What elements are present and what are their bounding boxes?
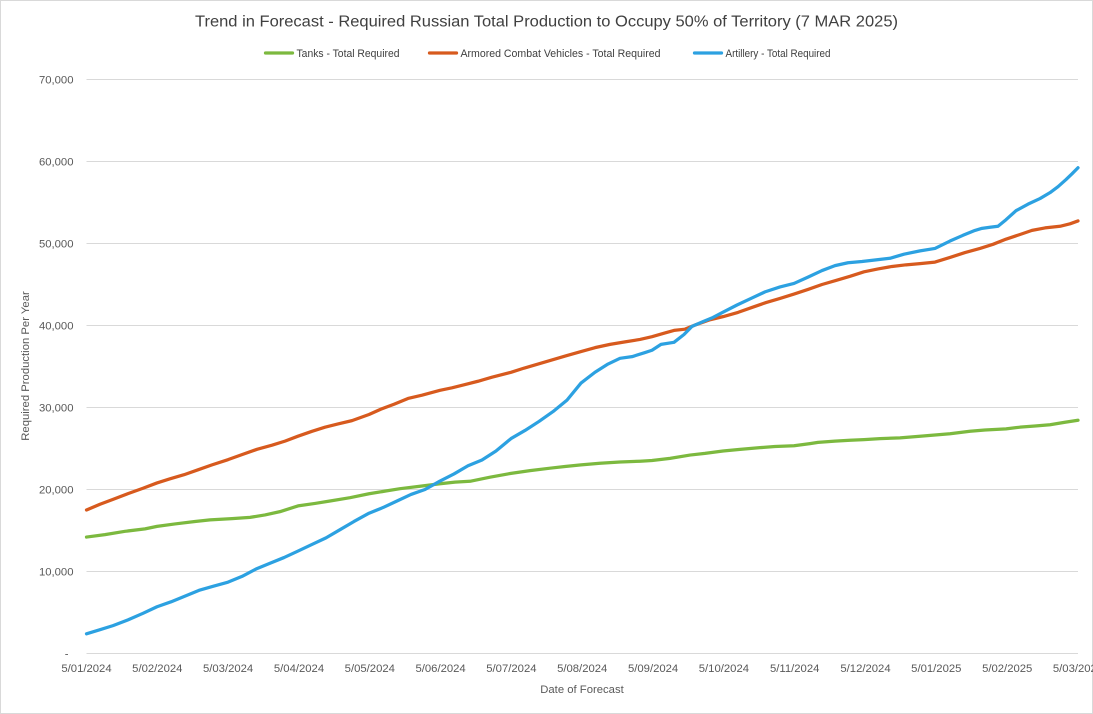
svg-text:5/01/2024: 5/01/2024	[61, 663, 111, 675]
svg-text:5/04/2024: 5/04/2024	[274, 663, 324, 675]
svg-text:Artillery - Total Required: Artillery - Total Required	[726, 48, 831, 60]
svg-text:20,000: 20,000	[39, 484, 74, 496]
svg-text:5/12/2024: 5/12/2024	[840, 663, 890, 675]
svg-text:5/03/2024: 5/03/2024	[203, 663, 253, 675]
svg-text:5/10/2024: 5/10/2024	[699, 663, 749, 675]
svg-text:-: -	[65, 648, 69, 660]
svg-text:Armored Combat Vehicles - Tota: Armored Combat Vehicles - Total Required	[461, 48, 661, 60]
svg-text:70,000: 70,000	[39, 74, 74, 86]
svg-text:50,000: 50,000	[39, 238, 74, 250]
svg-text:10,000: 10,000	[39, 566, 74, 578]
svg-text:40,000: 40,000	[39, 320, 74, 332]
svg-text:5/06/2024: 5/06/2024	[415, 663, 465, 675]
svg-text:60,000: 60,000	[39, 156, 74, 168]
svg-text:Tanks - Total Required: Tanks - Total Required	[297, 48, 400, 60]
svg-text:5/08/2024: 5/08/2024	[557, 663, 607, 675]
svg-text:Required Production Per Year: Required Production Per Year	[20, 291, 32, 441]
svg-text:5/02/2025: 5/02/2025	[982, 663, 1032, 675]
svg-text:5/11/2024: 5/11/2024	[770, 663, 819, 675]
svg-text:5/01/2025: 5/01/2025	[911, 663, 961, 675]
svg-text:5/02/2024: 5/02/2024	[132, 663, 182, 675]
svg-text:5/07/2024: 5/07/2024	[486, 663, 536, 675]
svg-text:5/09/2024: 5/09/2024	[628, 663, 678, 675]
svg-text:30,000: 30,000	[39, 402, 74, 414]
svg-text:Trend in Forecast - Required R: Trend in Forecast - Required Russian Tot…	[195, 14, 898, 31]
svg-text:5/03/2025: 5/03/2025	[1053, 663, 1093, 675]
svg-text:5/05/2024: 5/05/2024	[345, 663, 395, 675]
svg-text:Date of Forecast: Date of Forecast	[540, 684, 624, 696]
